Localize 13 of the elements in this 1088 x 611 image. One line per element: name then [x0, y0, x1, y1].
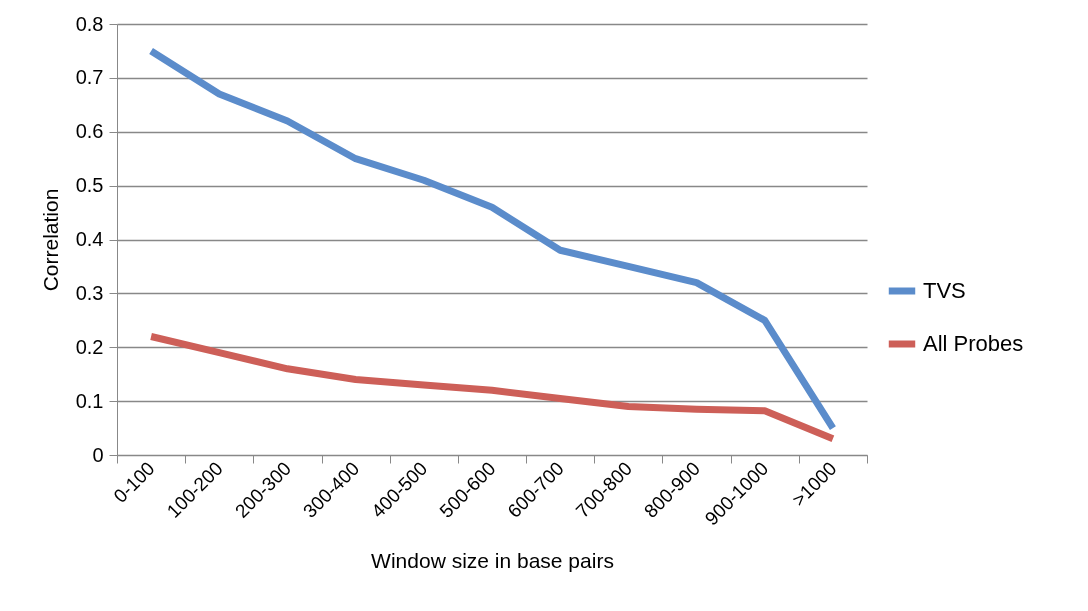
y-tick-label: 0.2 [75, 335, 104, 358]
y-tick-label: 0.3 [75, 281, 104, 304]
y-tick-label: 0.4 [75, 228, 104, 250]
y-tick-label: 0.7 [75, 66, 104, 89]
y-axis-title: Correlation [38, 188, 62, 292]
x-axis-title: Window size in base pairs [371, 549, 614, 573]
y-tick-label: 0.6 [75, 120, 104, 143]
legend-label: TVS [923, 278, 966, 303]
legend-label: All Probes [923, 331, 1024, 356]
y-tick-label: 0.5 [75, 174, 104, 197]
y-tick-label: 0.8 [75, 12, 104, 35]
y-tick-label: 0.1 [75, 389, 104, 412]
y-tick-label: 0 [92, 443, 104, 466]
